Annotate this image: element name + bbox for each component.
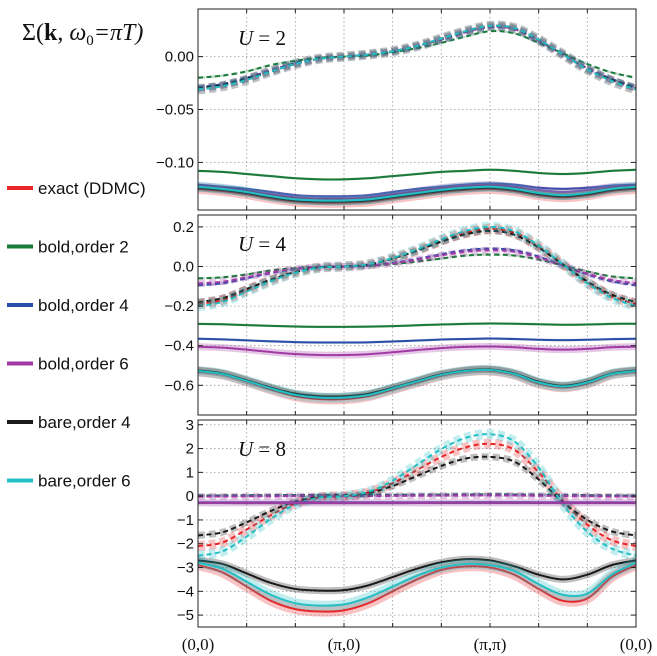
series-line: [198, 181, 636, 202]
panel-label: U = 2: [238, 26, 286, 50]
series-line-main: [198, 558, 636, 592]
series-line-main: [198, 187, 636, 204]
series-line-main: [198, 182, 636, 198]
series-line-main: [198, 229, 636, 304]
panel-label: U = 8: [238, 437, 286, 461]
gridlines: [198, 420, 636, 627]
series-line-main: [198, 322, 636, 328]
series-band: [198, 364, 636, 403]
legend-entry: bare,order 6: [7, 472, 131, 491]
series-line: [198, 184, 636, 206]
y-tick-label: 0.00: [165, 49, 194, 66]
series-line-main: [198, 30, 636, 79]
series-line: [198, 29, 636, 80]
gridlines: [198, 9, 636, 210]
panels: 0.00 −0.05 −0.10 U = 2 0.2 0.0 −0.2 −0.4 −0.6 U =…: [156, 8, 652, 654]
series-line: [198, 557, 636, 611]
legend-entry: bare,order 4: [7, 413, 131, 432]
panel: 3 2 1 0 −1 −2 −3 −4 −5 U = 8 (0,0) (π,0) (π,π) (0,0): [177, 417, 652, 654]
figure-title: Σ(k, ω0=πT): [22, 20, 143, 49]
series-line: [198, 221, 636, 312]
y-tick-label: −4: [177, 583, 194, 600]
series-line-main: [198, 561, 636, 607]
series-group: [198, 20, 636, 208]
y-tick-label: −0.10: [156, 154, 194, 171]
series-line-main: [198, 183, 636, 200]
y-tick-label: 0.2: [173, 219, 194, 236]
plot-frame: [197, 214, 637, 416]
legend-label: exact (DDMC): [38, 179, 146, 198]
series-line-main: [198, 345, 636, 357]
plot-frame: [197, 419, 637, 628]
y-tick-label: −5: [177, 607, 194, 624]
legend-label: bold,order 2: [38, 238, 129, 257]
series-line: [198, 168, 636, 181]
series-line: [198, 182, 636, 198]
series-line: [198, 181, 636, 206]
series-line-main: [198, 564, 636, 613]
y-tick-label: 2: [186, 441, 194, 458]
y-tick-label: 0.0: [173, 258, 194, 275]
series-line: [198, 555, 636, 595]
series-line: [198, 493, 636, 498]
series-band: [198, 493, 636, 498]
y-tick-label: −2: [177, 536, 194, 553]
legend-label: bold,order 4: [38, 296, 129, 315]
y-tick-label: 0: [186, 488, 194, 505]
series-line: [198, 364, 636, 403]
series-line-main: [198, 186, 636, 203]
y-tick-label: 3: [186, 417, 194, 434]
series-line-main: [198, 185, 636, 202]
legend-entry: bold,order 4: [7, 296, 129, 315]
series-line-main: [198, 493, 636, 497]
x-tick-label: (0,0): [620, 635, 653, 654]
series-line-main: [198, 368, 636, 399]
series-band: [198, 429, 636, 561]
series-line: [198, 227, 636, 306]
legend: exact (DDMC) bold,order 2 bold,order 4 bold…: [7, 179, 146, 491]
panel: 0.2 0.0 −0.2 −0.4 −0.6 U = 4: [164, 214, 637, 416]
legend-label: bare,order 4: [38, 413, 131, 432]
series-line: [198, 492, 636, 497]
panel-label: U = 4: [238, 232, 287, 256]
series-line: [198, 322, 636, 329]
x-tick-label: (π,0): [328, 635, 361, 654]
series-line: [198, 429, 636, 561]
series-band: [198, 227, 636, 306]
series-line: [198, 337, 636, 344]
series-line: [198, 20, 636, 95]
panel: 0.00 −0.05 −0.10 U = 2: [156, 8, 637, 211]
y-tick-label: −0.4: [164, 338, 194, 355]
legend-entry: bold,order 6: [7, 355, 129, 374]
series-line-main: [198, 168, 636, 181]
y-tick-label: −0.2: [164, 298, 194, 315]
series-line-main: [198, 225, 636, 308]
y-tick-label: −1: [177, 512, 194, 529]
x-tick-label: (π,π): [474, 635, 507, 654]
series-line: [198, 560, 636, 617]
series-band: [198, 492, 636, 497]
series-band: [198, 491, 636, 501]
series-line-main: [198, 24, 636, 91]
y-tick-label: −3: [177, 560, 194, 577]
series-line-main: [198, 433, 636, 557]
y-tick-label: −0.05: [156, 102, 194, 119]
legend-entry: exact (DDMC): [7, 179, 146, 198]
legend-label: bare,order 6: [38, 472, 131, 491]
y-tick-label: −0.6: [164, 377, 194, 394]
series-line: [198, 183, 636, 208]
series-line: [198, 342, 636, 359]
series-line: [198, 491, 636, 501]
legend-entry: bold,order 2: [7, 238, 129, 257]
legend-label: bold,order 6: [38, 355, 129, 374]
series-group: [198, 221, 636, 405]
y-tick-label: 1: [186, 464, 194, 481]
x-tick-label: (0,0): [182, 635, 215, 654]
series-group: [198, 429, 636, 617]
series-line-main: [198, 337, 636, 344]
gridlines: [198, 215, 636, 415]
